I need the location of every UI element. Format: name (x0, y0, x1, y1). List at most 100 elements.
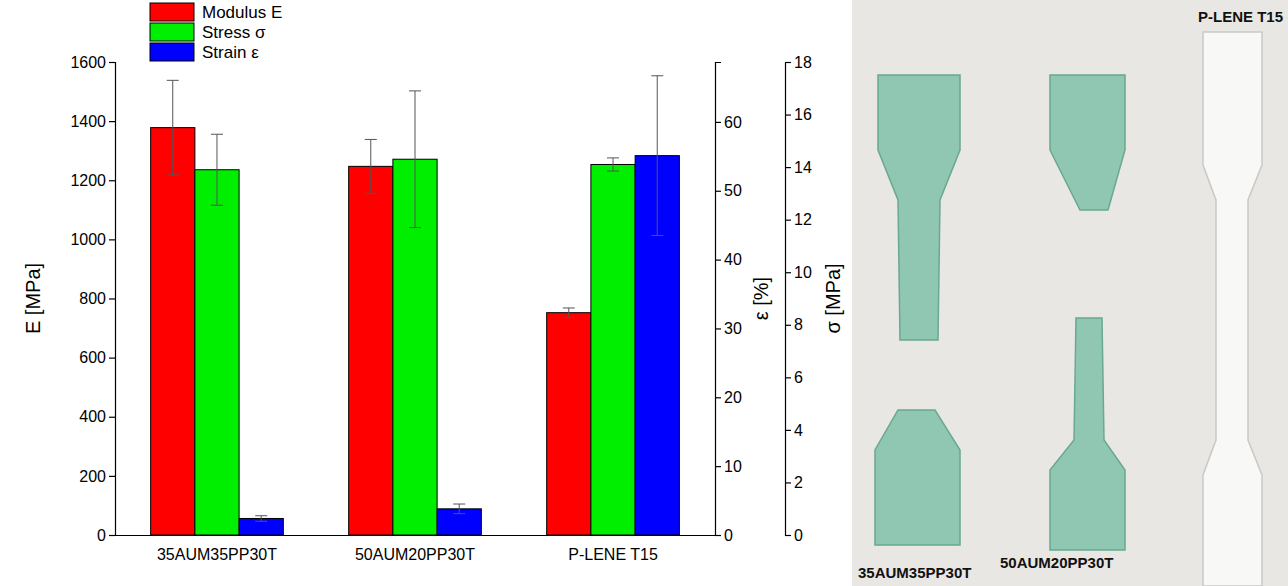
tick: 50 (715, 182, 742, 199)
tick-mark (715, 535, 721, 536)
error-bar-line (216, 134, 217, 205)
tick: 2 (785, 474, 803, 491)
tick: 1000 (70, 231, 115, 248)
y3-axis: 024681012141618 (785, 54, 812, 544)
tick-label: P-LENE T15 (568, 546, 658, 563)
bar-series (195, 91, 635, 535)
tick-label: 0 (724, 527, 733, 544)
plot-area (151, 76, 680, 535)
bar (349, 166, 393, 535)
tick-mark (785, 272, 791, 273)
specimen (1050, 75, 1125, 210)
bar (591, 164, 635, 535)
tick-mark (785, 535, 791, 536)
legend-label: Strain ε (202, 43, 259, 62)
tick-mark (785, 325, 791, 326)
tick-label: 800 (79, 290, 106, 307)
tick-mark (785, 167, 791, 168)
tick-mark (109, 358, 115, 359)
tick-label: 20 (724, 389, 742, 406)
tick-mark (109, 239, 115, 240)
tick-label: 10 (724, 458, 742, 475)
error-bar-line (370, 139, 371, 193)
tick-label: 35AUM35PP30T (157, 546, 277, 563)
axis-line (716, 63, 722, 536)
tick: 40 (715, 251, 742, 268)
tick-label: 1000 (70, 231, 106, 248)
error-bar-cap (167, 80, 179, 81)
tick-label: 60 (724, 114, 742, 131)
error-bar-line (613, 158, 614, 171)
error-bar (167, 80, 179, 175)
tick: P-LENE T15 (568, 535, 658, 563)
tick-label: 4 (794, 422, 803, 439)
tick: 1200 (70, 172, 115, 189)
tick: 4 (785, 422, 803, 439)
tick-label: 16 (794, 106, 812, 123)
tick-label: 1400 (70, 113, 106, 130)
chart-root: 0 200 400 600 800 1000 1200 1400 1600 0 10 20 30 40 50… (0, 0, 1288, 586)
error-bar (453, 504, 465, 514)
tick: 20 (715, 389, 742, 406)
tick-mark (715, 328, 721, 329)
error-bar-cap (563, 317, 575, 318)
tick-mark (715, 122, 721, 123)
tick-label: 1200 (70, 172, 106, 189)
error-bar-cap (255, 515, 267, 516)
bar-series (151, 80, 591, 535)
error-bar (563, 308, 575, 317)
tick-mark (785, 482, 791, 483)
tick: 35AUM35PP30T (157, 535, 277, 563)
error-bar-cap (409, 227, 421, 228)
y2-axis: 0 10 20 30 40 50 60 (715, 63, 742, 544)
y-axis: 02004006008001000120014001600 (70, 54, 115, 544)
bar-series (239, 76, 679, 535)
tick: 18 (785, 54, 812, 71)
tick-label: 6 (794, 369, 803, 386)
tick: 6 (785, 369, 803, 386)
error-bar (409, 91, 421, 228)
tick: 10 (785, 264, 812, 281)
tick: 16 (785, 106, 812, 123)
error-bar-cap (365, 193, 377, 194)
axis-line (786, 63, 792, 536)
photo-label: P-LENE T15 (1198, 8, 1283, 25)
photo-label: 35AUM35PP30T (858, 564, 971, 581)
error-bar (651, 76, 663, 236)
specimen (875, 410, 960, 545)
tick: 600 (79, 349, 115, 366)
tick-label: 0 (794, 527, 803, 544)
tick-mark (785, 430, 791, 431)
bar (547, 313, 591, 535)
tick: 30 (715, 320, 742, 337)
tick: 200 (79, 467, 115, 484)
error-bar-cap (255, 521, 267, 522)
error-bar-cap (453, 504, 465, 505)
bar (195, 170, 239, 535)
error-bar (255, 516, 267, 522)
error-bar-cap (651, 235, 663, 236)
tick: 12 (785, 211, 812, 228)
tick-label: 600 (79, 349, 106, 366)
tick: 400 (79, 408, 115, 425)
legend-label: Modulus E (202, 3, 282, 22)
legend-swatch (150, 43, 194, 61)
error-bar-line (261, 516, 262, 522)
x-axis: 35AUM35PP30T50AUM20PP30TP-LENE T15 (116, 535, 716, 563)
tick: 1600 (70, 54, 115, 71)
legend-swatch (150, 3, 194, 21)
tick: 60 (715, 114, 742, 131)
tick-label: 400 (79, 408, 106, 425)
error-bar-cap (409, 90, 421, 91)
error-bar-cap (453, 513, 465, 514)
tick-mark (785, 377, 791, 378)
tick-label: 2 (794, 474, 803, 491)
error-bar (607, 158, 619, 171)
tick-mark (715, 191, 721, 192)
bar (151, 128, 195, 535)
error-bar (365, 139, 377, 193)
tick-label: 12 (794, 211, 812, 228)
tick-label: 14 (794, 159, 812, 176)
error-bar-cap (211, 134, 223, 135)
tick-mark (109, 476, 115, 477)
